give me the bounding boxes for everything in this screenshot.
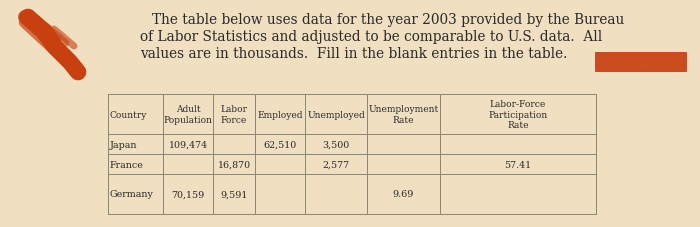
Text: 9.69: 9.69 (393, 190, 414, 199)
Text: 16,870: 16,870 (218, 160, 251, 169)
Text: values are in thousands.  Fill in the blank entries in the table.: values are in thousands. Fill in the bla… (140, 47, 568, 61)
Text: 2,577: 2,577 (323, 160, 349, 169)
Text: Employed: Employed (258, 110, 302, 119)
Text: Unemployment
Rate: Unemployment Rate (368, 105, 439, 124)
FancyBboxPatch shape (595, 53, 687, 73)
Text: Labor-Force
Participation
Rate: Labor-Force Participation Rate (489, 100, 547, 129)
Text: Japan: Japan (110, 140, 137, 149)
Text: The table below uses data for the year 2003 provided by the Bureau: The table below uses data for the year 2… (152, 13, 624, 27)
Text: Germany: Germany (110, 190, 154, 199)
Text: Unemployed: Unemployed (307, 110, 365, 119)
Text: 9,591: 9,591 (220, 190, 248, 199)
Text: 70,159: 70,159 (172, 190, 204, 199)
Text: Adult
Population: Adult Population (164, 105, 213, 124)
Text: of Labor Statistics and adjusted to be comparable to U.S. data.  All: of Labor Statistics and adjusted to be c… (140, 30, 602, 44)
Text: France: France (110, 160, 144, 169)
Text: 3,500: 3,500 (323, 140, 349, 149)
Text: 62,510: 62,510 (263, 140, 297, 149)
Text: Labor
Force: Labor Force (220, 105, 248, 124)
Text: 57.41: 57.41 (505, 160, 531, 169)
Text: 109,474: 109,474 (169, 140, 208, 149)
Text: ...: ... (641, 58, 650, 68)
Text: Country: Country (110, 110, 148, 119)
